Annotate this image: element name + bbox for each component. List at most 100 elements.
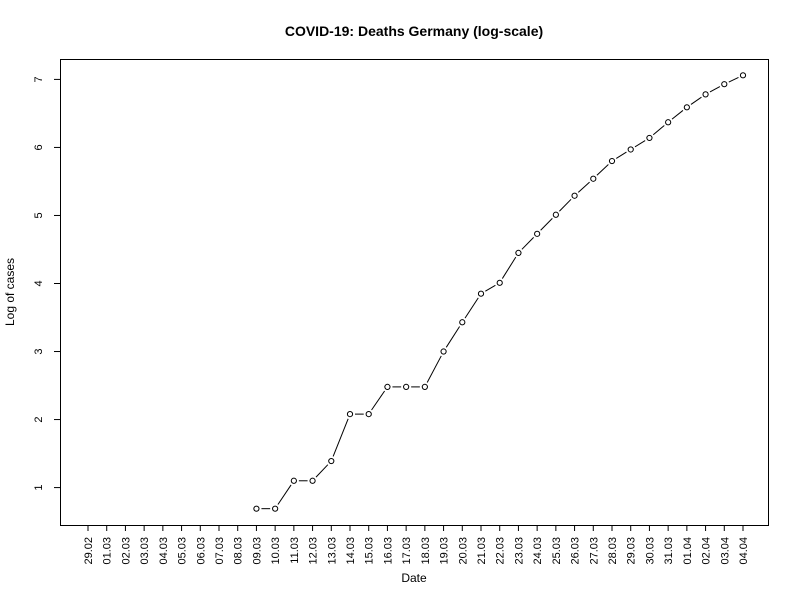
data-point: [665, 119, 672, 126]
series-line-segment: [277, 484, 292, 505]
series-line-segment: [671, 110, 684, 120]
x-axis-label: Date: [401, 571, 427, 585]
series-line-segment: [445, 326, 461, 348]
data-point: [403, 383, 410, 391]
y-tick-label: 3: [33, 348, 45, 354]
series-line-segment: [709, 86, 721, 93]
x-tick-label: 01.04: [682, 537, 694, 565]
x-tick-label: 16.03: [382, 537, 394, 565]
data-point: [646, 134, 653, 142]
data-point: [739, 72, 747, 79]
x-tick-label: 26.03: [570, 537, 582, 565]
series-line-segment: [315, 464, 329, 478]
x-tick-label: 03.03: [139, 537, 151, 565]
x-tick-label: 06.03: [195, 537, 207, 565]
data-point: [290, 477, 297, 484]
x-tick-label: 21.03: [476, 537, 488, 565]
series-line-segment: [501, 256, 517, 279]
data-point: [702, 91, 709, 98]
x-tick-label: 25.03: [551, 537, 563, 565]
x-tick-label: 10.03: [270, 537, 282, 565]
data-point: [571, 192, 578, 199]
x-tick-label: 15.03: [364, 537, 376, 565]
x-tick-label: 23.03: [513, 537, 525, 565]
data-point: [440, 348, 447, 355]
series-line-segment: [596, 164, 609, 176]
series-line-segment: [540, 218, 553, 231]
x-tick-label: 19.03: [439, 537, 451, 565]
series-line-segment: [728, 77, 739, 83]
x-tick-label: 29.02: [83, 537, 95, 565]
x-tick-label: 22.03: [495, 537, 507, 565]
y-tick-label: 1: [33, 485, 45, 491]
x-tick-label: 05.03: [177, 537, 189, 565]
data-point: [253, 505, 260, 512]
data-point: [346, 411, 354, 418]
series-line-segment: [485, 284, 496, 292]
x-tick-label: 03.04: [719, 537, 731, 565]
data-point: [365, 411, 372, 418]
x-tick-label: 14.03: [345, 537, 357, 565]
data-point: [309, 477, 316, 484]
data-point: [534, 230, 541, 237]
x-tick-label: 02.03: [120, 537, 132, 565]
x-tick-label: 27.03: [588, 537, 600, 565]
data-point: [384, 383, 391, 391]
series-line-segment: [521, 237, 534, 250]
data-point: [515, 249, 522, 256]
data-point: [477, 290, 485, 297]
series-line-segment: [634, 140, 646, 148]
x-tick-label: 13.03: [326, 537, 338, 565]
data-point: [608, 157, 616, 165]
x-tick-label: 04.04: [738, 537, 750, 565]
y-axis: 1 2 3 4 5 6 7: [33, 76, 61, 491]
x-tick-label: 01.03: [102, 537, 114, 565]
x-tick-label: 24.03: [532, 537, 544, 565]
y-tick-label: 6: [33, 144, 45, 150]
series-line-segment: [559, 198, 572, 212]
x-tick-label: 28.03: [607, 537, 619, 565]
x-tick-label: 29.03: [626, 537, 638, 565]
data-point: [683, 104, 690, 111]
x-tick-label: 17.03: [401, 537, 413, 565]
series-line-segment: [615, 151, 627, 159]
y-tick-label: 2: [33, 416, 45, 422]
x-tick-label: 04.03: [158, 537, 170, 565]
data-point: [496, 279, 503, 286]
x-tick-label: 09.03: [251, 537, 263, 565]
y-tick-label: 7: [33, 76, 45, 82]
x-tick-label: 18.03: [420, 537, 432, 565]
x-tick-label: 20.03: [457, 537, 469, 565]
x-tick-label: 11.03: [289, 537, 301, 564]
data-point: [459, 319, 466, 326]
series-line-segment: [577, 181, 590, 193]
series-line-segment: [464, 297, 479, 319]
series-line-segment: [371, 390, 386, 411]
x-axis: 29.02 01.03 02.03 03.03 04.03 05.03 06.03 07.03…: [83, 525, 750, 565]
x-tick-label: 30.03: [644, 537, 656, 565]
x-tick-label: 07.03: [214, 537, 226, 565]
chart-title: COVID-19: Deaths Germany (log-scale): [285, 23, 543, 39]
data-point: [627, 146, 634, 153]
series-line-segment: [690, 96, 702, 105]
x-tick-label: 02.04: [701, 537, 713, 565]
series-line-segment: [332, 418, 349, 457]
data-point: [721, 81, 728, 88]
series-layer: [253, 72, 747, 512]
data-point: [552, 211, 559, 218]
series-line-segment: [652, 125, 665, 136]
data-point: [272, 505, 279, 512]
y-axis-label: Log of cases: [3, 258, 17, 326]
data-point: [421, 383, 428, 391]
x-tick-label: 12.03: [308, 537, 320, 565]
x-tick-label: 31.03: [663, 537, 675, 565]
y-tick-label: 5: [33, 212, 45, 218]
x-tick-label: 08.03: [233, 537, 245, 565]
data-point: [328, 457, 335, 465]
series-line-segment: [426, 355, 442, 383]
y-tick-label: 4: [33, 280, 45, 286]
data-point: [590, 175, 597, 182]
